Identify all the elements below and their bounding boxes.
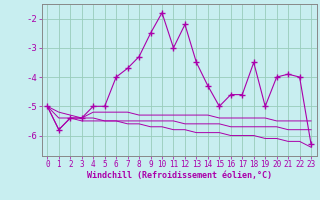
X-axis label: Windchill (Refroidissement éolien,°C): Windchill (Refroidissement éolien,°C) xyxy=(87,171,272,180)
